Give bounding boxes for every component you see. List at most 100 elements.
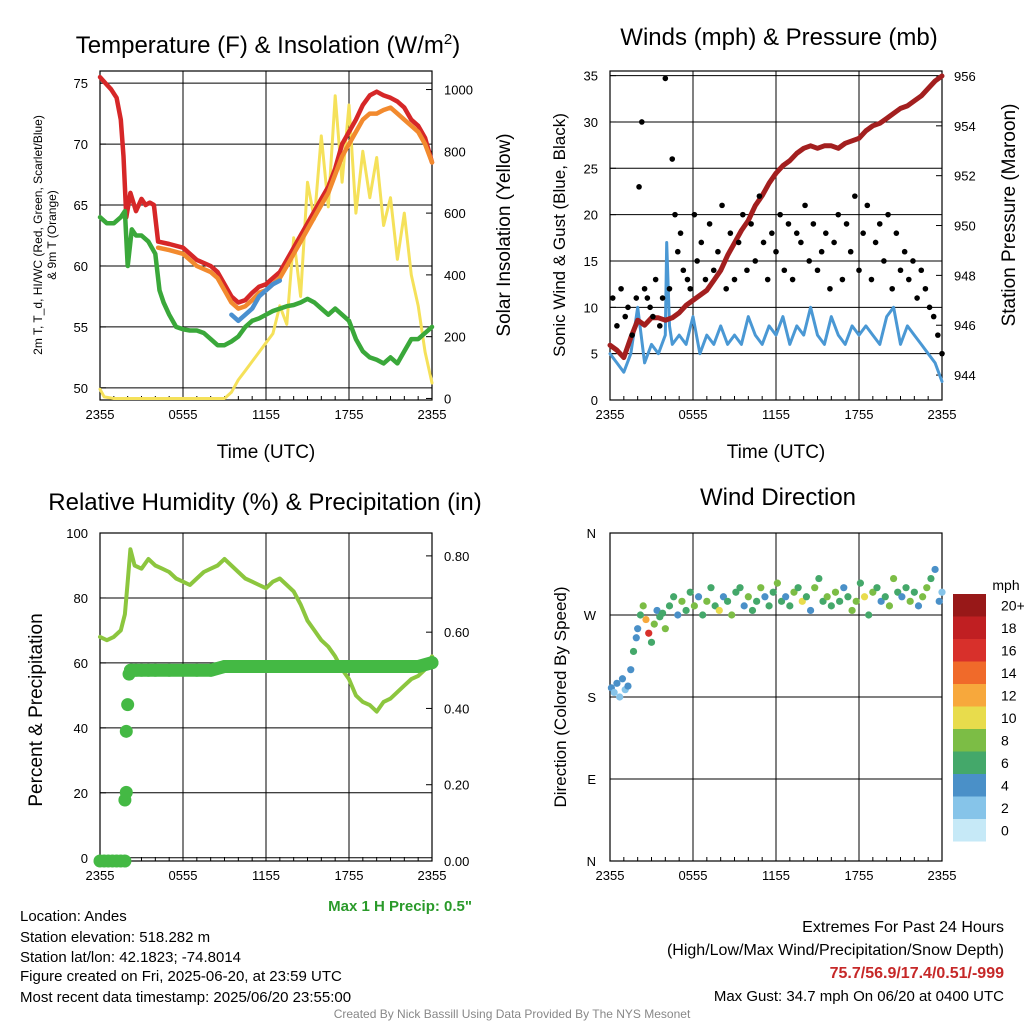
direction-point	[650, 620, 658, 628]
gust-point	[835, 211, 842, 218]
temp-panel-y-tick-label: 65	[74, 198, 88, 213]
direction-point	[935, 597, 943, 605]
rh-panel-y-tick-label: 80	[74, 591, 88, 606]
dir-y-tick-label: E	[587, 772, 596, 787]
temp-panel-y2-tick-label: 1000	[444, 83, 473, 98]
rh-panel-frame	[99, 532, 433, 862]
direction-point	[927, 574, 935, 583]
gust-point	[740, 211, 746, 218]
y-axis-label: Direction (Colored By Speed)	[551, 586, 570, 807]
gust-point	[872, 239, 879, 246]
y2-axis-label: Solar Insolation (Yellow)	[494, 133, 515, 336]
rh-panel-y2-tick-label: 0.80	[444, 549, 469, 564]
legend-swatch	[953, 729, 986, 752]
direction-point	[694, 593, 703, 601]
dir-y-tick-label: W	[584, 608, 597, 623]
gust-point	[798, 239, 804, 246]
direction-point	[840, 584, 848, 592]
direction-point	[653, 606, 661, 615]
direction-point	[869, 588, 877, 596]
direction-point	[777, 597, 786, 605]
gust-point	[856, 267, 862, 274]
direction-point	[923, 584, 931, 592]
gust-point	[710, 267, 717, 274]
precip-point	[119, 785, 133, 799]
gust-point	[922, 285, 929, 292]
direction-point	[836, 597, 844, 605]
direction-point	[798, 597, 806, 605]
gust-point	[666, 285, 673, 292]
wind-panel-y2-tick-label: 948	[954, 268, 976, 283]
gust-point	[662, 75, 669, 82]
gust-point	[629, 332, 635, 338]
gust-point	[823, 230, 829, 236]
temp-panel-y-tick-label: 50	[74, 381, 88, 396]
legend-swatch	[953, 706, 986, 729]
gust-point	[868, 276, 875, 283]
dir-y-tick-label: S	[587, 690, 596, 705]
y-axis-label: Percent & Precipitation	[26, 613, 47, 806]
temp-panel-x-tick-label: 2355	[86, 407, 115, 422]
precip-point	[118, 854, 132, 868]
direction-point	[719, 593, 728, 601]
legend-label: 16	[1001, 642, 1017, 658]
direction-point	[610, 688, 618, 697]
gust-point	[864, 202, 871, 209]
gust-point	[715, 248, 721, 255]
rh-panel-y2-tick-label: 0.20	[444, 778, 469, 793]
x-axis-label: Time (UTC)	[217, 442, 316, 463]
legend-label: 0	[1001, 822, 1009, 838]
wind-panel-y2-tick-label: 944	[954, 368, 976, 383]
gust-point	[609, 295, 616, 301]
gust-point	[694, 258, 700, 264]
legend-title: mph	[992, 577, 1019, 593]
direction-point	[938, 588, 946, 596]
wind-panel-y2-tick-label: 946	[954, 318, 976, 333]
rh-panel-x-tick-label: 2355	[86, 868, 115, 883]
direction-point	[645, 629, 653, 637]
legend-label: 20+	[1001, 597, 1024, 613]
gust-point	[731, 276, 738, 283]
gust-point	[752, 258, 759, 264]
direction-point	[715, 606, 723, 615]
gust-point	[657, 323, 663, 329]
precip-point	[121, 698, 135, 712]
direction-point	[761, 593, 769, 601]
gust-point	[918, 267, 925, 274]
gust-point	[680, 267, 687, 274]
max-gust-text: Max Gust: 34.7 mph On 06/20 at 0400 UTC	[713, 988, 1004, 1005]
direction-point	[831, 588, 840, 596]
temp-panel-x-tick-label: 1755	[335, 407, 364, 422]
gust-point	[748, 221, 754, 227]
precip-band	[123, 656, 439, 677]
legend-swatch	[953, 819, 986, 842]
direction-point	[919, 593, 927, 601]
direction-point	[790, 588, 798, 596]
direction-point	[823, 593, 831, 601]
gust-point	[827, 285, 833, 292]
series-dewpoint	[97, 208, 435, 366]
gust-point	[839, 276, 846, 283]
y2-axis-label: Station Pressure (Maroon)	[999, 104, 1020, 327]
direction-point	[827, 602, 835, 610]
series-heat_index	[229, 278, 283, 324]
temp-panel-y-tick-label: 70	[74, 137, 88, 152]
y-axis-label: 2m T, T_d, HI/WC (Red, Green, Scarlet/Bl…	[31, 115, 59, 355]
direction-point	[898, 593, 906, 601]
dir-y-tick-label: N	[587, 854, 596, 869]
latlon-text: Station lat/lon: 42.1823; -74.8014	[20, 949, 242, 966]
direction-point	[906, 597, 914, 605]
gust-point	[876, 221, 883, 227]
wind-panel-y2-tick-label: 954	[954, 119, 976, 134]
legend-label: 4	[1001, 777, 1009, 793]
chart-title: Relative Humidity (%) & Precipitation (i…	[48, 489, 481, 516]
legend-swatch	[953, 751, 986, 774]
gust-point	[622, 313, 629, 320]
gust-point	[636, 184, 642, 190]
gust-point	[760, 239, 767, 246]
temp-panel-y2-tick-label: 800	[444, 144, 466, 159]
legend-swatch	[953, 616, 986, 639]
temp-panel-x-tick-label: 0555	[169, 407, 198, 422]
recent-data-text: Most recent data timestamp: 2025/06/20 2…	[20, 989, 352, 1006]
legend-swatch	[953, 796, 986, 819]
